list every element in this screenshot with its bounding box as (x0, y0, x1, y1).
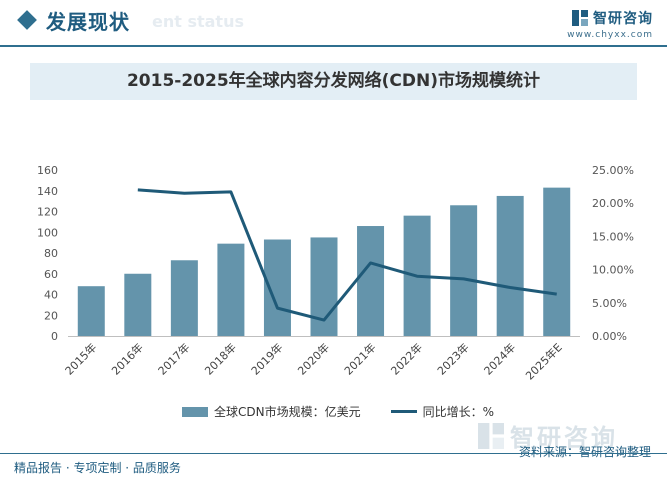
y-left-tick-label: 0 (51, 330, 58, 343)
x-tick-label: 2022年 (388, 340, 425, 377)
chart-title: 2015-2025年全球内容分发网络(CDN)市场规模统计 (126, 71, 541, 91)
x-tick-label: 2023年 (434, 340, 471, 377)
growth-line (137, 188, 557, 322)
y-left-tick-label: 120 (37, 206, 58, 219)
y-left-tick-label: 20 (44, 309, 58, 322)
x-tick-label: 2017年 (155, 340, 192, 377)
x-tick-label: 2018年 (202, 340, 239, 377)
brand-name: 智研咨询 (593, 11, 653, 27)
x-tick-label: 2021年 (341, 340, 378, 377)
title-band (30, 63, 637, 100)
bar-7 (357, 226, 385, 336)
x-tick-label: 2024年 (481, 340, 518, 377)
legend-label-bar: 全球CDN市场规模：亿美元 (214, 405, 361, 419)
brand-logo-icon (572, 10, 588, 26)
x-tick-label: 2019年 (248, 340, 285, 377)
footer-divider (0, 453, 667, 454)
section-header: ent status 发展现状 智研咨询 www.chyxx.com (0, 0, 667, 50)
y-left-tick-label: 60 (44, 268, 58, 281)
x-tick-label: 2020年 (295, 340, 332, 377)
y-right-tick-label: 20.00% (592, 197, 634, 210)
chart-legend: 全球CDN市场规模：亿美元 同比增长：% (182, 403, 524, 420)
legend-item-bar: 全球CDN市场规模：亿美元 (182, 403, 361, 420)
y-left-tick-label: 100 (37, 226, 58, 239)
section-subtitle: ent status (152, 12, 244, 31)
y-left-tick-label: 40 (44, 289, 58, 302)
bar-10 (496, 195, 524, 336)
source-note: 资料来源：智研咨询整理 (518, 445, 651, 459)
x-tick-label: 2016年 (108, 340, 145, 377)
y-right-tick-label: 5.00% (592, 297, 627, 310)
section-title: 发展现状 (46, 10, 130, 34)
x-tick-label: 2025年E (522, 340, 564, 382)
brand-url: www.chyxx.com (567, 30, 653, 40)
legend-swatch-bar (182, 406, 208, 417)
header-divider (0, 45, 667, 47)
y-right-tick-label: 0.00% (592, 330, 627, 343)
legend-item-line: 同比增长：% (390, 403, 495, 420)
watermark-logo: 智研咨询 (478, 418, 618, 453)
y-right-tick-label: 10.00% (592, 264, 634, 277)
bar-9 (450, 205, 478, 336)
watermark-logo-icon (478, 422, 504, 449)
watermark-text: 智研咨询 (510, 424, 618, 452)
bar-11 (543, 187, 571, 336)
footer-tagline: 精品报告 · 专项定制 · 品质服务 (14, 461, 181, 475)
legend-swatch-line (390, 410, 417, 413)
brand-block: 智研咨询 www.chyxx.com (567, 8, 653, 40)
x-tick-label: 2015年 (62, 340, 99, 377)
y-right-tick-label: 25.00% (592, 164, 634, 177)
legend-label-line: 同比增长：% (422, 405, 495, 419)
y-left-tick-label: 140 (37, 185, 58, 198)
y-left-tick-label: 160 (37, 164, 58, 177)
bar-4 (217, 243, 245, 336)
y-left-tick-label: 80 (44, 247, 58, 260)
y-right-tick-label: 15.00% (592, 230, 634, 243)
bar-3 (170, 260, 198, 336)
chart-area: 0 20 40 60 80 100 120 140 160 0.00% 5.00% 10.00% 15.… (37, 164, 634, 383)
bar-1 (77, 286, 105, 336)
bar-2 (124, 273, 152, 336)
